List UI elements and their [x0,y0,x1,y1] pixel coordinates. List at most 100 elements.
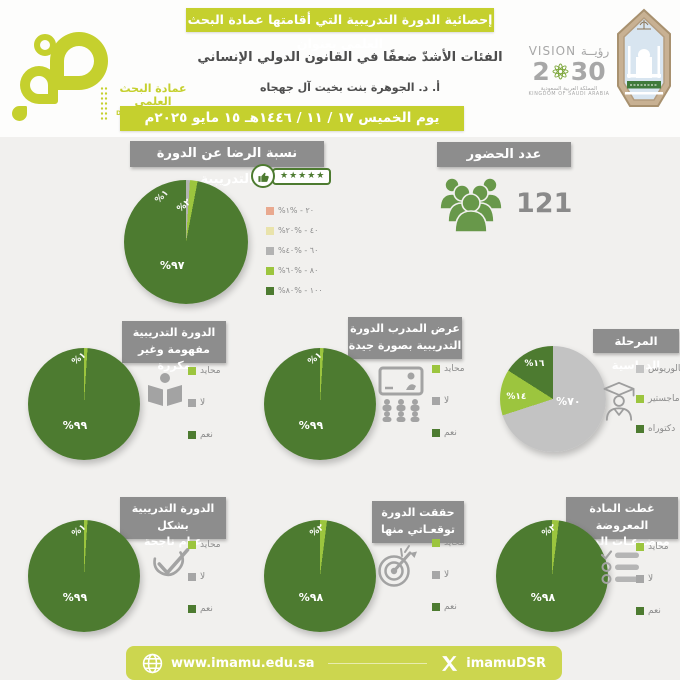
legend-label: محايد [444,538,465,548]
checkmark-icon [146,544,192,584]
successful-title-bar: الدورة التدريبية بشكل عـام ناجحة [120,497,226,548]
legend-label: دكتوراه [648,424,676,434]
title-line: حققت الدورة [381,506,455,519]
saudi-emblem-flower-icon [551,62,570,81]
legend-row: %٨٠ - %٦٠ [266,266,323,275]
legend-label: %٨٠ - %٦٠ [278,266,319,275]
date-bar: يوم الخميس ١٧ / ١١ / ١٤٤٦هـ ١٥ مايو ٢٠٢٥… [120,106,464,131]
legend-row: محايد [432,364,465,374]
legend-label: نعم [444,428,457,438]
legend-label: محايد [200,366,221,376]
legend-row: محايد [432,538,465,548]
vision-year-right: 30 [570,57,606,86]
legend-row: لا [188,398,221,408]
footer-divider [328,662,428,664]
website-link[interactable]: www.imamu.edu.sa [171,655,315,671]
pie-label: %١ [153,188,171,207]
legend-label: %٤٠ - %٢٠ [278,226,319,235]
dsr-logo-dots [100,86,108,120]
pie-successful: %١ %٩٩ [28,520,140,632]
target-icon [374,544,422,588]
pie-label: %١ [306,350,324,368]
legend-row: نعم [188,604,221,614]
legend-row: ماجستير [636,394,680,404]
legend-swatch [188,573,196,581]
legend-row: نعم [432,602,465,612]
legend-row: %٦٠ - %٤٠ [266,246,323,255]
legend-swatch [266,286,274,295]
pie-label: %٩٧ [159,259,185,273]
legend-swatch [266,206,274,215]
legend-label: محايد [444,364,465,374]
university-shield-logo [612,8,676,108]
legend-label: %١٠٠ - %٨٠ [278,286,323,295]
legend-row: محايد [188,540,221,550]
legend-swatch [188,367,196,375]
legend-swatch [636,395,644,403]
header-band: إحصائية الدورة التدريبية التي أقامتها عم… [0,0,680,137]
legend-swatch [636,543,644,551]
pie-label: %٩٩ [62,418,88,432]
expectations-legend: محايد لا نعم [432,538,465,634]
legend-row: لا [636,574,669,584]
thumbs-up-icon [251,164,275,188]
vision-word: VISION رؤيــة [528,44,610,58]
legend-swatch [432,539,440,547]
pie-label: %٩٩ [298,418,324,432]
legend-row: لا [432,396,465,406]
legend-swatch [266,246,274,255]
pie-label: %١٤ [506,391,527,402]
pie-label: %٢ [175,197,194,215]
legend-swatch [432,397,440,405]
legend-label: محايد [200,540,221,550]
legend-label: لا [444,396,450,406]
reader-icon [146,372,184,408]
five-stars: ★★★★★ [272,167,332,185]
main-title-bar: إحصائية الدورة التدريبية التي أقامتها عم… [186,8,494,51]
course-title: الفئات الأشدّ ضعفًا في القانون الدولي ال… [197,50,503,65]
expectations-title-bar: حققت الدورة توقعـاتي منها [372,501,464,543]
legend-swatch [636,575,644,583]
legend-label: %٢٠ - %١ [278,206,315,215]
legend-swatch [432,571,440,579]
footer-bar: www.imamu.edu.sa imamuDSR [126,646,562,680]
legend-row: نعم [636,606,669,616]
x-handle-link[interactable]: imamuDSR [466,655,546,671]
pie-label: %٢ [540,522,558,539]
legend-label: نعم [200,430,213,440]
pie-label: %٩٨ [530,590,556,604]
successful-legend: محايد لا نعم [188,540,221,636]
legend-swatch [266,266,274,275]
legend-label: لا [200,572,206,582]
attendance-count: 121 [516,188,573,219]
dsr-name-arabic: عمادة البحث العلمي [119,82,187,108]
legend-row: %١٠٠ - %٨٠ [266,286,323,295]
x-twitter-icon [441,655,458,672]
legend-row: نعم [432,428,465,438]
trainer-legend: محايد لا نعم [432,364,465,460]
presentation-icon [378,366,428,422]
legend-row: محايد [188,366,221,376]
vision-kingdom-english: KINGDOM OF SAUDI ARABIA [528,92,610,97]
title-line: عرض المدرب الدورة [350,322,460,335]
vision-2030-logo: VISION رؤيــة 2 30 الم [513,44,625,97]
level-legend: بكالوريوس ماجستير دكتوراه [636,364,680,456]
legend-label: %٦٠ - %٤٠ [278,246,319,255]
legend-row: محايد [636,542,669,552]
checklist-icon [598,548,642,586]
pie-label: %٩٩ [62,590,88,604]
legend-row: %٤٠ - %٢٠ [266,226,323,235]
title-line: غطت المادة المعروضة [589,502,655,532]
pie-label: %٩٨ [298,590,324,604]
title-line: التدريبية بصورة جيدة [348,338,462,352]
people-group-icon [438,170,504,232]
legend-row: %٢٠ - %١ [266,206,323,215]
title-line: الدورة التدريبية [132,326,216,339]
trainer-title-bar: عرض المدرب الدورة التدريبية بصورة جيدة [348,317,462,359]
pie-satisfaction: %١ %٢ %٩٧ [124,180,248,304]
legend-swatch [266,226,274,235]
attendance-title-bar: عدد الحضور [437,142,571,167]
globe-icon [142,653,163,674]
dsr-logo-shape [50,32,108,90]
